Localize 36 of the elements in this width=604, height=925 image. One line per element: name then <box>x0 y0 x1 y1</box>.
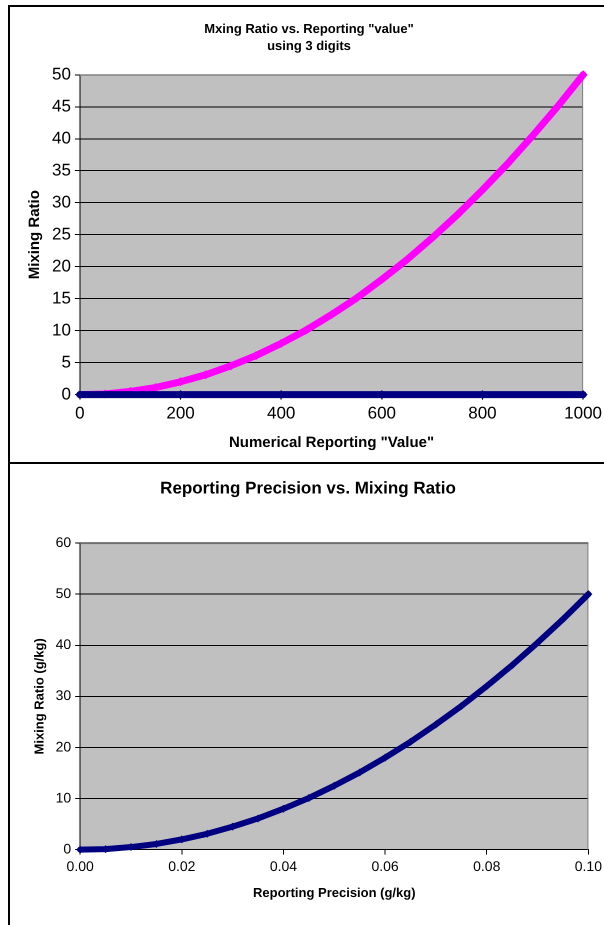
x-tick-label: 0.02 <box>168 858 196 874</box>
y-tick-label: 50 <box>56 585 72 602</box>
x-tick-label: 0.08 <box>473 858 501 874</box>
x-tick-label: 0.00 <box>66 858 94 874</box>
x-axis-title: Numerical Reporting "Value" <box>228 434 434 452</box>
y-tick-label: 30 <box>52 192 71 212</box>
y-tick-label: 40 <box>56 636 72 652</box>
y-tick-label: 25 <box>52 224 71 244</box>
y-tick-label: 10 <box>52 320 71 340</box>
chart-title: Mxing Ratio vs. Reporting "value" using 3 digits <box>204 21 414 53</box>
y-tick-label: 5 <box>61 352 71 372</box>
y-axis-title: Mixing Ratio (g/kg) <box>31 638 46 754</box>
x-tick-label: 400 <box>266 403 296 422</box>
x-tick-label: 200 <box>166 403 195 422</box>
y-axis-title: Mixing Ratio <box>26 190 44 280</box>
y-tick-label: 20 <box>56 738 72 754</box>
y-tick-label: 15 <box>52 288 71 308</box>
chart-title: Reporting Precision vs. Mixing Ratio <box>160 478 456 498</box>
x-tick-label: 0.04 <box>270 858 298 874</box>
x-tick-label: 800 <box>468 403 497 422</box>
y-tick-label: 30 <box>56 687 72 704</box>
y-tick-label: 50 <box>52 64 71 84</box>
y-tick-label: 60 <box>56 534 72 550</box>
y-tick-label: 0 <box>61 384 71 404</box>
x-tick-label: 0 <box>75 403 85 422</box>
x-tick-label: 0.06 <box>371 858 399 874</box>
x-tick-label: 0.10 <box>574 858 602 874</box>
y-tick-label: 0 <box>63 840 72 856</box>
x-tick-label: 1000 <box>564 403 602 422</box>
x-tick-label: 600 <box>368 403 396 422</box>
y-tick-label: 40 <box>52 128 71 148</box>
y-tick-label: 10 <box>56 789 72 806</box>
x-axis-title: Reporting Precision (g/kg) <box>253 884 416 900</box>
y-tick-label: 45 <box>52 96 71 116</box>
y-tick-label: 35 <box>52 160 71 180</box>
y-tick-label: 20 <box>52 256 71 276</box>
